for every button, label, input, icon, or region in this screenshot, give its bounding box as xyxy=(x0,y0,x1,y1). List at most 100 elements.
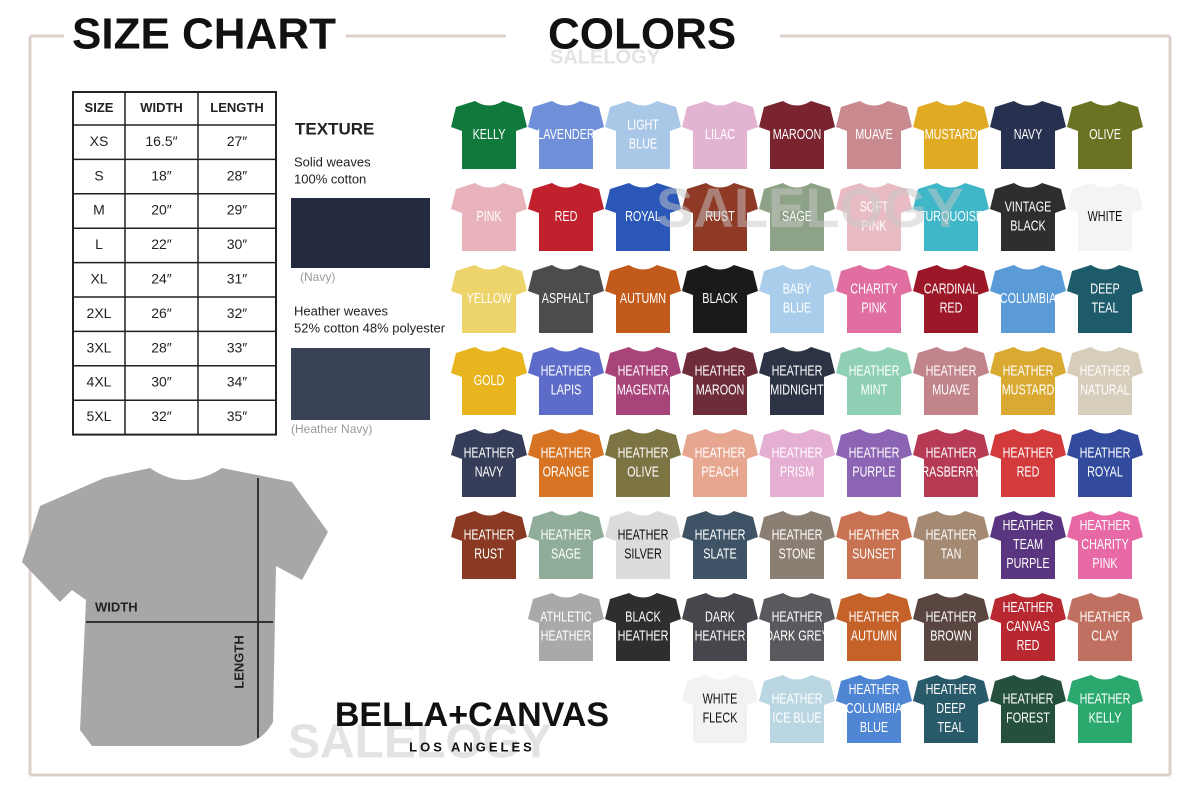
color-swatch: YELLOW xyxy=(451,265,527,333)
color-swatch: TURQUOISE xyxy=(913,183,989,251)
table-cell: L xyxy=(95,236,103,252)
color-name: BROWN xyxy=(930,627,971,644)
color-name: HEATHER xyxy=(541,627,592,644)
shirt xyxy=(605,347,681,415)
color-name: ASPHALT xyxy=(542,290,590,307)
shirt xyxy=(1067,101,1143,169)
shirt xyxy=(682,675,758,743)
color-name: HEATHER xyxy=(1080,362,1131,379)
color-name: AUTUMN xyxy=(851,627,897,644)
shirt xyxy=(682,593,758,661)
color-swatch: HEATHER DARK GREY xyxy=(759,593,835,661)
color-name: HEATHER xyxy=(1080,608,1131,625)
measure-shirt: WIDTH LENGTH xyxy=(22,468,328,746)
color-name: HEATHER xyxy=(926,681,977,698)
color-name: LIGHT xyxy=(627,116,659,133)
shirt xyxy=(451,429,527,497)
table-header: LENGTH xyxy=(210,100,263,115)
table-cell: 32″ xyxy=(227,305,248,321)
color-swatch: BLACK xyxy=(682,265,758,333)
color-name: FLECK xyxy=(703,709,738,726)
shirt xyxy=(836,511,912,579)
color-swatch: WHITE FLECK xyxy=(682,675,758,743)
shirt xyxy=(1067,265,1143,333)
watermark: SALELOGY xyxy=(288,716,552,769)
texture-line: 52% cotton 48% polyester xyxy=(294,320,446,335)
color-name: LILAC xyxy=(705,126,735,143)
length-label: LENGTH xyxy=(231,635,246,688)
color-name: HEATHER xyxy=(772,444,823,461)
color-swatch: KELLY xyxy=(451,101,527,169)
color-name: TURQUOISE xyxy=(919,208,983,225)
color-name: SUNSET xyxy=(852,545,896,562)
shirt xyxy=(605,593,681,661)
color-name: OLIVE xyxy=(1089,126,1121,143)
color-name: HEATHER xyxy=(772,362,823,379)
color-swatch: WHITE xyxy=(1067,183,1143,251)
color-name: MAGENTA xyxy=(617,381,670,398)
shirt xyxy=(1067,675,1143,743)
colors-title: COLORS xyxy=(548,10,736,59)
shirt xyxy=(913,265,989,333)
color-name: HEATHER xyxy=(926,444,977,461)
color-name: LAPIS xyxy=(551,381,582,398)
color-name: HEATHER xyxy=(541,444,592,461)
color-name: STONE xyxy=(778,545,815,562)
color-swatch: MUAVE xyxy=(836,101,912,169)
shirt xyxy=(759,183,835,251)
shirt xyxy=(913,511,989,579)
shirt xyxy=(682,347,758,415)
table-cell: 5XL xyxy=(87,408,112,424)
color-name: PINK xyxy=(861,217,886,234)
color-name: WHITE xyxy=(703,690,738,707)
color-swatch: HEATHER CHARITY PINK xyxy=(1067,511,1143,579)
color-name: DEEP xyxy=(936,700,965,717)
color-name: MINT xyxy=(861,381,887,398)
watermark: SALELOGY xyxy=(550,46,661,68)
table-cell: M xyxy=(93,202,105,218)
shirt xyxy=(836,347,912,415)
color-name: RED xyxy=(940,299,963,316)
color-swatch: HEATHER NATURAL xyxy=(1067,347,1143,415)
color-name: TAN xyxy=(941,545,962,562)
color-swatch: OLIVE xyxy=(1067,101,1143,169)
color-name: RUST xyxy=(474,545,503,562)
color-swatch: HEATHER MUAVE xyxy=(913,347,989,415)
shirt xyxy=(836,101,912,169)
shirt xyxy=(913,429,989,497)
color-swatch: HEATHER PEACH xyxy=(682,429,758,497)
table-cell: 24″ xyxy=(151,271,172,287)
texture-line: Solid weaves xyxy=(294,154,371,169)
color-name: TEAL xyxy=(937,719,964,736)
color-name: HEATHER xyxy=(618,362,669,379)
color-swatch: HEATHER RASBERRY xyxy=(913,429,989,497)
color-name: ICE BLUE xyxy=(772,709,821,726)
shirt xyxy=(605,183,681,251)
color-name: NAVY xyxy=(475,463,504,480)
color-swatch: MAROON xyxy=(759,101,835,169)
color-swatch: HEATHER CLAY xyxy=(1067,593,1143,661)
color-name: KELLY xyxy=(473,126,506,143)
shirt xyxy=(528,101,604,169)
color-swatch: HEATHER AUTUMN xyxy=(836,593,912,661)
color-swatch: RUST xyxy=(682,183,758,251)
color-name: HEATHER xyxy=(1003,362,1054,379)
color-name: MUAVE xyxy=(855,126,893,143)
color-swatch: ASPHALT xyxy=(528,265,604,333)
color-name: MUAVE xyxy=(932,381,970,398)
color-name: DARK GREY xyxy=(765,627,829,644)
color-name: SILVER xyxy=(624,545,662,562)
shirt xyxy=(990,183,1066,251)
color-name: OLIVE xyxy=(627,463,659,480)
color-swatch: LILAC xyxy=(682,101,758,169)
shirt xyxy=(528,593,604,661)
color-name: HEATHER xyxy=(541,362,592,379)
shirt xyxy=(913,183,989,251)
color-name: HEATHER xyxy=(695,444,746,461)
color-name: BABY xyxy=(783,280,812,297)
shirt xyxy=(451,265,527,333)
table-cell: 22″ xyxy=(151,236,172,252)
table-cell: 20″ xyxy=(151,202,172,218)
color-name: PURPLE xyxy=(852,463,895,480)
